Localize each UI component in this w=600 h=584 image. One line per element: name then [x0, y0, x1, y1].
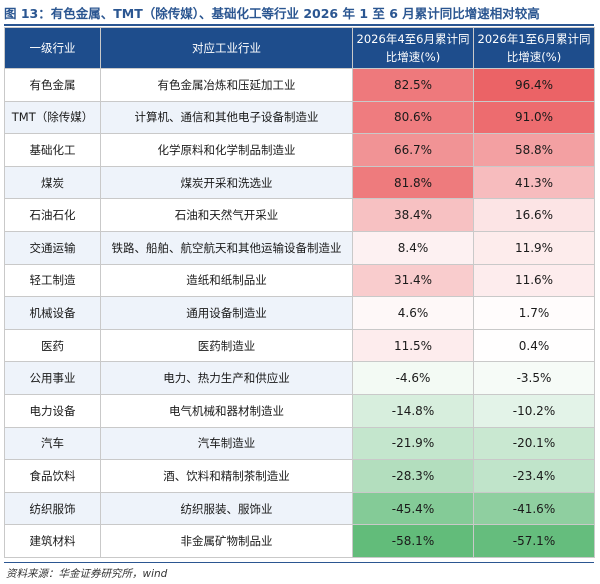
- cell-jan-jun-growth: -23.4%: [473, 459, 595, 493]
- cell-apr-jun-growth: -58.1%: [352, 524, 474, 558]
- cell-jan-jun-growth: 11.6%: [473, 263, 595, 298]
- cell-apr-jun-growth: 82.5%: [352, 68, 474, 102]
- table-row: 汽车 汽车制造业 -21.9% -20.1%: [4, 426, 595, 461]
- cell-apr-jun-growth: 11.5%: [352, 328, 474, 363]
- cell-primary-industry: 医药: [4, 328, 101, 363]
- cell-primary-industry: 食品饮料: [4, 459, 101, 493]
- cell-industrial-sector: 电气机械和器材制造业: [100, 393, 353, 428]
- cell-industrial-sector: 纺织服装、服饰业: [100, 491, 353, 526]
- table-row: 纺织服饰 纺织服装、服饰业 -45.4% -41.6%: [4, 491, 595, 526]
- cell-primary-industry: 有色金属: [4, 68, 101, 102]
- table-row: 轻工制造 造纸和纸制品业 31.4% 11.6%: [4, 263, 595, 298]
- table-row: 交通运输 铁路、船舶、航空航天和其他运输设备制造业 8.4% 11.9%: [4, 230, 595, 265]
- cell-primary-industry: 汽车: [4, 426, 101, 461]
- cell-apr-jun-growth: 80.6%: [352, 100, 474, 135]
- cell-jan-jun-growth: -41.6%: [473, 491, 595, 526]
- cell-apr-jun-growth: 38.4%: [352, 198, 474, 232]
- cell-jan-jun-growth: -10.2%: [473, 393, 595, 428]
- cell-industrial-sector: 石油和天然气开采业: [100, 198, 353, 232]
- cell-industrial-sector: 计算机、通信和其他电子设备制造业: [100, 100, 353, 135]
- cell-apr-jun-growth: -4.6%: [352, 361, 474, 395]
- cell-primary-industry: 电力设备: [4, 393, 101, 428]
- cell-jan-jun-growth: 16.6%: [473, 198, 595, 232]
- cell-primary-industry: 煤炭: [4, 165, 101, 200]
- cell-industrial-sector: 造纸和纸制品业: [100, 263, 353, 298]
- header-industrial-sector: 对应工业行业: [100, 27, 353, 69]
- cell-primary-industry: 公用事业: [4, 361, 101, 395]
- cell-industrial-sector: 电力、热力生产和供应业: [100, 361, 353, 395]
- cell-primary-industry: 石油石化: [4, 198, 101, 232]
- cell-industrial-sector: 通用设备制造业: [100, 296, 353, 330]
- cell-primary-industry: 基础化工: [4, 133, 101, 167]
- cell-industrial-sector: 医药制造业: [100, 328, 353, 363]
- cell-apr-jun-growth: -21.9%: [352, 426, 474, 461]
- cell-apr-jun-growth: 81.8%: [352, 165, 474, 200]
- table-header-row: 一级行业 对应工业行业 2026年4至6月累计同比增速(%) 2026年1至6月…: [4, 27, 595, 69]
- cell-jan-jun-growth: 0.4%: [473, 328, 595, 363]
- cell-jan-jun-growth: 96.4%: [473, 68, 595, 102]
- growth-table: 一级行业 对应工业行业 2026年4至6月累计同比增速(%) 2026年1至6月…: [4, 27, 595, 558]
- table-row: 石油石化 石油和天然气开采业 38.4% 16.6%: [4, 198, 595, 232]
- cell-jan-jun-growth: 91.0%: [473, 100, 595, 135]
- cell-jan-jun-growth: 58.8%: [473, 133, 595, 167]
- cell-jan-jun-growth: -20.1%: [473, 426, 595, 461]
- cell-industrial-sector: 酒、饮料和精制茶制造业: [100, 459, 353, 493]
- source-rule: [4, 562, 594, 563]
- cell-apr-jun-growth: 66.7%: [352, 133, 474, 167]
- cell-apr-jun-growth: -28.3%: [352, 459, 474, 493]
- cell-industrial-sector: 煤炭开采和洗选业: [100, 165, 353, 200]
- cell-industrial-sector: 化学原料和化学制品制造业: [100, 133, 353, 167]
- cell-industrial-sector: 有色金属冶炼和压延加工业: [100, 68, 353, 102]
- cell-apr-jun-growth: 8.4%: [352, 230, 474, 265]
- table-row: TMT（除传媒） 计算机、通信和其他电子设备制造业 80.6% 91.0%: [4, 100, 595, 135]
- cell-primary-industry: TMT（除传媒）: [4, 100, 101, 135]
- table-row: 电力设备 电气机械和器材制造业 -14.8% -10.2%: [4, 393, 595, 428]
- header-jan-jun-growth: 2026年1至6月累计同比增速(%): [473, 27, 595, 69]
- cell-primary-industry: 建筑材料: [4, 524, 101, 558]
- cell-jan-jun-growth: 11.9%: [473, 230, 595, 265]
- table-row: 有色金属 有色金属冶炼和压延加工业 82.5% 96.4%: [4, 68, 595, 102]
- cell-primary-industry: 交通运输: [4, 230, 101, 265]
- cell-primary-industry: 纺织服饰: [4, 491, 101, 526]
- table-row: 公用事业 电力、热力生产和供应业 -4.6% -3.5%: [4, 361, 595, 395]
- table-row: 建筑材料 非金属矿物制品业 -58.1% -57.1%: [4, 524, 595, 558]
- source-note: 资料来源：华金证券研究所，wind: [6, 568, 168, 580]
- header-apr-jun-growth: 2026年4至6月累计同比增速(%): [352, 27, 474, 69]
- cell-apr-jun-growth: -45.4%: [352, 491, 474, 526]
- cell-apr-jun-growth: 4.6%: [352, 296, 474, 330]
- cell-industrial-sector: 铁路、船舶、航空航天和其他运输设备制造业: [100, 230, 353, 265]
- cell-primary-industry: 机械设备: [4, 296, 101, 330]
- figure-title: 图 13：有色金属、TMT（除传媒）、基础化工等行业 2026 年 1 至 6 …: [4, 6, 540, 21]
- cell-jan-jun-growth: 1.7%: [473, 296, 595, 330]
- table-row: 基础化工 化学原料和化学制品制造业 66.7% 58.8%: [4, 133, 595, 167]
- table-row: 机械设备 通用设备制造业 4.6% 1.7%: [4, 296, 595, 330]
- cell-jan-jun-growth: 41.3%: [473, 165, 595, 200]
- cell-industrial-sector: 非金属矿物制品业: [100, 524, 353, 558]
- cell-jan-jun-growth: -3.5%: [473, 361, 595, 395]
- header-primary-industry: 一级行业: [4, 27, 101, 69]
- table-row: 煤炭 煤炭开采和洗选业 81.8% 41.3%: [4, 165, 595, 200]
- cell-primary-industry: 轻工制造: [4, 263, 101, 298]
- cell-apr-jun-growth: -14.8%: [352, 393, 474, 428]
- cell-jan-jun-growth: -57.1%: [473, 524, 595, 558]
- table-row: 食品饮料 酒、饮料和精制茶制造业 -28.3% -23.4%: [4, 459, 595, 493]
- cell-apr-jun-growth: 31.4%: [352, 263, 474, 298]
- table-row: 医药 医药制造业 11.5% 0.4%: [4, 328, 595, 363]
- cell-industrial-sector: 汽车制造业: [100, 426, 353, 461]
- title-rule: [4, 24, 594, 26]
